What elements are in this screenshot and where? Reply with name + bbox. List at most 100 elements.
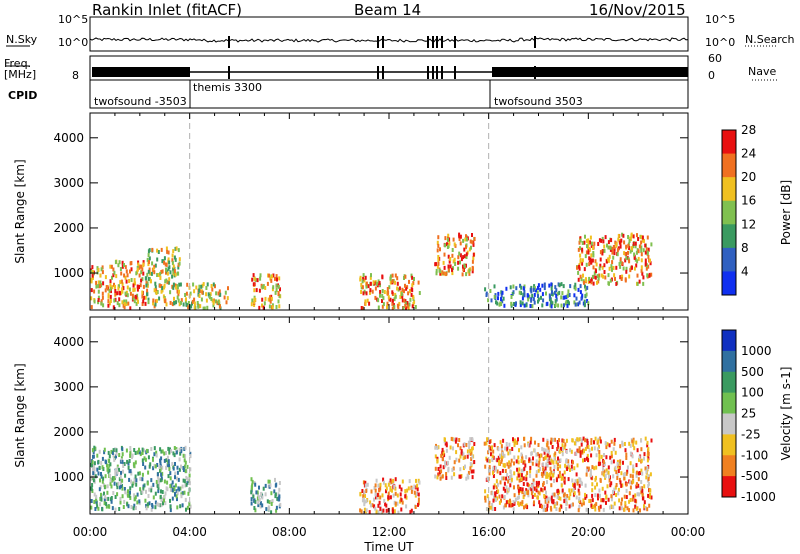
data-cell (105, 504, 108, 509)
data-cell (521, 296, 524, 301)
data-cell (562, 284, 565, 289)
data-cell (379, 506, 382, 511)
data-cell (121, 452, 124, 457)
data-cell (521, 487, 524, 492)
data-cell (385, 489, 387, 494)
data-cell (548, 456, 551, 461)
data-cell (638, 492, 641, 497)
data-cell (399, 499, 402, 504)
data-cell (611, 267, 613, 272)
data-cell (406, 488, 409, 493)
data-cell (518, 467, 521, 472)
data-cell (449, 264, 452, 269)
data-cell (531, 293, 534, 298)
data-cell (197, 304, 200, 309)
data-cell (114, 297, 117, 302)
data-cell (148, 277, 151, 282)
data-cell (462, 238, 465, 243)
data-cell (471, 240, 474, 245)
data-cell (179, 486, 182, 491)
data-cell (612, 459, 615, 464)
data-cell (583, 267, 586, 272)
data-cell (557, 456, 559, 461)
data-cell (631, 480, 633, 485)
data-cell (577, 287, 580, 292)
data-cell (389, 297, 392, 302)
data-cell (156, 472, 159, 477)
data-cell (396, 501, 399, 506)
data-cell (142, 284, 145, 289)
data-cell (497, 455, 500, 460)
data-cell (153, 463, 156, 468)
data-cell (600, 273, 603, 278)
data-cell (124, 490, 127, 495)
data-cell (121, 486, 124, 491)
data-cell (549, 440, 552, 445)
data-cell (98, 465, 101, 470)
data-cell (275, 287, 278, 292)
data-cell (634, 493, 637, 498)
data-cell (386, 301, 389, 306)
data-cell (553, 492, 556, 497)
data-cell (161, 288, 164, 293)
data-cell (631, 265, 633, 270)
data-cell (602, 507, 605, 512)
power-scatter (90, 232, 653, 310)
data-cell (636, 259, 639, 264)
data-cell (274, 492, 277, 497)
data-cell (173, 273, 176, 278)
data-cell (442, 260, 445, 265)
data-cell (620, 238, 623, 243)
data-cell (177, 486, 180, 491)
data-cell (628, 246, 631, 250)
colorbar-tick-label: -100 (741, 448, 768, 462)
nsearch-label: N.Search (745, 33, 795, 46)
data-cell (596, 482, 598, 487)
data-cell (540, 472, 543, 476)
data-cell (580, 277, 583, 282)
data-cell (397, 305, 400, 310)
data-cell (95, 280, 98, 285)
data-cell (623, 494, 626, 499)
data-cell (533, 448, 536, 453)
data-cell (119, 267, 122, 271)
data-cell (91, 463, 94, 468)
data-cell (551, 445, 554, 449)
data-cell (459, 454, 462, 459)
data-cell (404, 283, 406, 288)
data-cell (567, 289, 570, 294)
data-cell (382, 296, 385, 301)
data-cell (141, 294, 144, 299)
data-cell (622, 460, 624, 465)
data-cell (569, 468, 571, 472)
data-cell (261, 503, 264, 508)
data-cell (167, 474, 170, 479)
data-cell (223, 295, 226, 300)
data-cell (118, 453, 121, 457)
data-cell (134, 451, 137, 455)
data-cell (157, 273, 160, 277)
data-cell (252, 273, 255, 278)
data-cell (132, 481, 135, 486)
data-cell (208, 295, 211, 300)
data-cell (148, 256, 151, 261)
data-cell (91, 265, 94, 270)
data-cell (360, 282, 363, 287)
data-cell (175, 450, 178, 455)
data-cell (513, 485, 515, 490)
data-cell (173, 301, 176, 306)
data-cell (92, 454, 95, 459)
data-cell (172, 282, 175, 287)
data-cell (642, 248, 645, 253)
data-cell (496, 301, 499, 306)
data-cell (387, 295, 390, 300)
data-cell (90, 296, 93, 301)
data-cell (185, 297, 187, 302)
data-cell (381, 275, 384, 280)
data-cell (125, 302, 128, 306)
data-cell (102, 483, 105, 488)
data-cell (499, 453, 501, 458)
data-cell (385, 503, 388, 508)
data-cell (264, 286, 267, 290)
data-cell (551, 473, 554, 478)
